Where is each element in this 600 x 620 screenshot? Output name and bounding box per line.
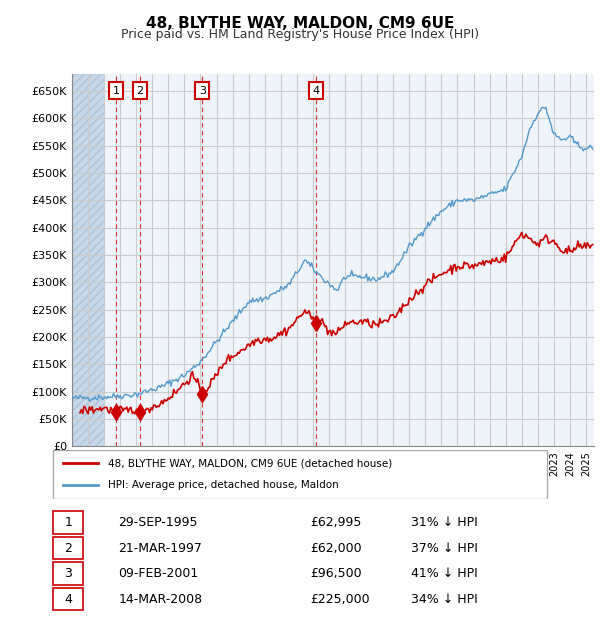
Text: £62,000: £62,000 <box>310 541 362 554</box>
Text: 09-FEB-2001: 09-FEB-2001 <box>119 567 199 580</box>
Text: 1: 1 <box>64 516 72 529</box>
Text: 48, BLYTHE WAY, MALDON, CM9 6UE: 48, BLYTHE WAY, MALDON, CM9 6UE <box>146 16 454 30</box>
Text: 41% ↓ HPI: 41% ↓ HPI <box>411 567 478 580</box>
Text: 1: 1 <box>113 86 119 96</box>
Text: 4: 4 <box>64 593 72 606</box>
Text: 4: 4 <box>313 86 320 96</box>
Text: 34% ↓ HPI: 34% ↓ HPI <box>411 593 478 606</box>
Text: 2: 2 <box>64 541 72 554</box>
Text: 48, BLYTHE WAY, MALDON, CM9 6UE (detached house): 48, BLYTHE WAY, MALDON, CM9 6UE (detache… <box>109 458 393 468</box>
Text: £225,000: £225,000 <box>310 593 370 606</box>
Text: Price paid vs. HM Land Registry's House Price Index (HPI): Price paid vs. HM Land Registry's House … <box>121 28 479 41</box>
Text: £62,995: £62,995 <box>310 516 361 529</box>
Text: 31% ↓ HPI: 31% ↓ HPI <box>411 516 478 529</box>
Text: HPI: Average price, detached house, Maldon: HPI: Average price, detached house, Mald… <box>109 480 339 490</box>
FancyBboxPatch shape <box>53 511 83 534</box>
FancyBboxPatch shape <box>53 588 83 611</box>
Text: 37% ↓ HPI: 37% ↓ HPI <box>411 541 478 554</box>
Text: 2: 2 <box>136 86 143 96</box>
Bar <box>72 74 104 446</box>
Text: 3: 3 <box>199 86 206 96</box>
FancyBboxPatch shape <box>53 536 83 559</box>
Text: 14-MAR-2008: 14-MAR-2008 <box>119 593 203 606</box>
FancyBboxPatch shape <box>53 450 547 499</box>
Text: £96,500: £96,500 <box>310 567 362 580</box>
FancyBboxPatch shape <box>53 562 83 585</box>
Text: 29-SEP-1995: 29-SEP-1995 <box>119 516 198 529</box>
Text: 21-MAR-1997: 21-MAR-1997 <box>119 541 202 554</box>
Text: 3: 3 <box>64 567 72 580</box>
